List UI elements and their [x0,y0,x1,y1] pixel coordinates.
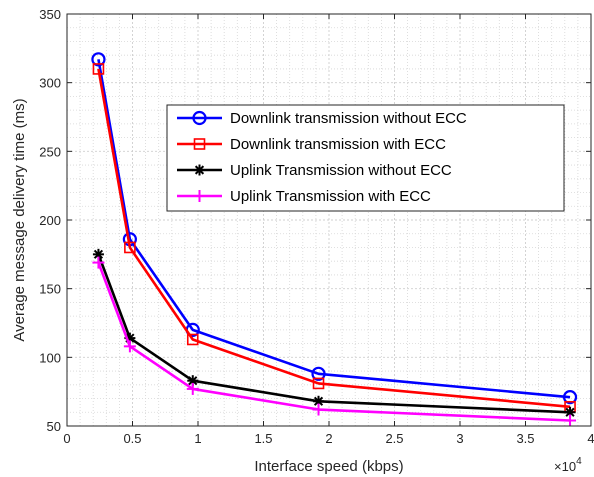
series-4-point [186,382,199,395]
series-3-point-stroke [565,407,575,417]
x-tick-label: 2.5 [385,431,403,446]
legend-label: Downlink transmission with ECC [230,136,446,153]
legend-item-4: Uplink Transmission with ECC [177,188,431,205]
series-2-point-shape [92,63,105,75]
series-2-point-shape [312,377,325,390]
legend-swatch-marker [192,110,207,126]
x-tick-label: 4 [587,431,594,446]
series-4-point [92,256,105,269]
legend-swatch-marker-stroke [194,165,205,175]
legend-swatch-marker [194,164,205,176]
x-axis-label: Interface speed (kbps) [254,458,403,475]
series-2 [92,63,576,413]
series-3-point-stroke [188,376,198,386]
series-4-point [123,340,136,353]
legend-item-1: Downlink transmission without ECC [177,110,467,127]
x-tick-label: 2 [325,431,332,446]
legend-swatch-marker [193,190,206,202]
legend: Downlink transmission without ECC Downlin… [166,104,565,212]
series-2-point [186,333,199,346]
series-2-point [92,63,105,75]
series-3-point [92,248,104,260]
series-1-point-shape [311,366,326,381]
legend-box [166,104,565,212]
legend-swatch-marker-shape [193,138,206,150]
y-tick-label: 300 [39,76,61,91]
legend-label: Downlink transmission without ECC [230,110,467,127]
x-axis-ticks: 0 0.5 1 1.5 2 2.5 3 3.5 4 [63,14,594,446]
x-tick-label: 1.5 [254,431,272,446]
series-1-point-shape [562,390,578,405]
legend-label: Uplink Transmission without ECC [230,162,452,179]
legend-swatch-marker [193,138,206,150]
legend-swatch-marker-shape [192,110,207,126]
y-tick-label: 150 [39,282,61,297]
series-2-line [97,68,571,409]
y-tick-label: 50 [47,419,61,434]
series-4-point [312,403,325,416]
series-3-point-stroke [313,396,324,406]
y-tick-label: 250 [39,144,61,159]
x-axis-exponent-power: 4 [576,456,582,467]
legend-label: Uplink Transmission with ECC [230,188,431,205]
x-axis-exponent-base: ×10 [554,459,576,474]
x-tick-label: 3 [456,431,463,446]
legend-item-3: Uplink Transmission without ECC [177,162,452,179]
legend-item-2: Downlink transmission with ECC [177,136,446,153]
series-layer [91,52,578,427]
series-2-point-shape [124,241,136,254]
y-tick-label: 200 [39,213,61,228]
x-axis-exponent: ×104 [554,456,582,474]
y-tick-label: 350 [39,7,61,22]
y-axis-ticks: 50 100 150 200 250 300 350 [39,7,591,434]
series-3-point-stroke [93,249,104,259]
series-2-point-shape [186,333,199,346]
series-4 [92,256,577,427]
series-1-point-shape [91,52,106,67]
series-1-line [97,59,571,399]
x-tick-label: 1 [194,431,201,446]
y-axis-label: Average message delivery time (ms) [11,98,28,341]
series-2-point [312,377,325,390]
x-tick-label: 0 [63,431,70,446]
y-tick-label: 100 [39,350,61,365]
series-1-point [311,366,326,381]
series-2-point [124,241,136,254]
series-1-point [91,52,106,67]
series-4-point [564,414,577,427]
series-1-point [562,390,578,405]
x-tick-label: 3.5 [516,431,534,446]
x-tick-label: 0.5 [123,431,141,446]
